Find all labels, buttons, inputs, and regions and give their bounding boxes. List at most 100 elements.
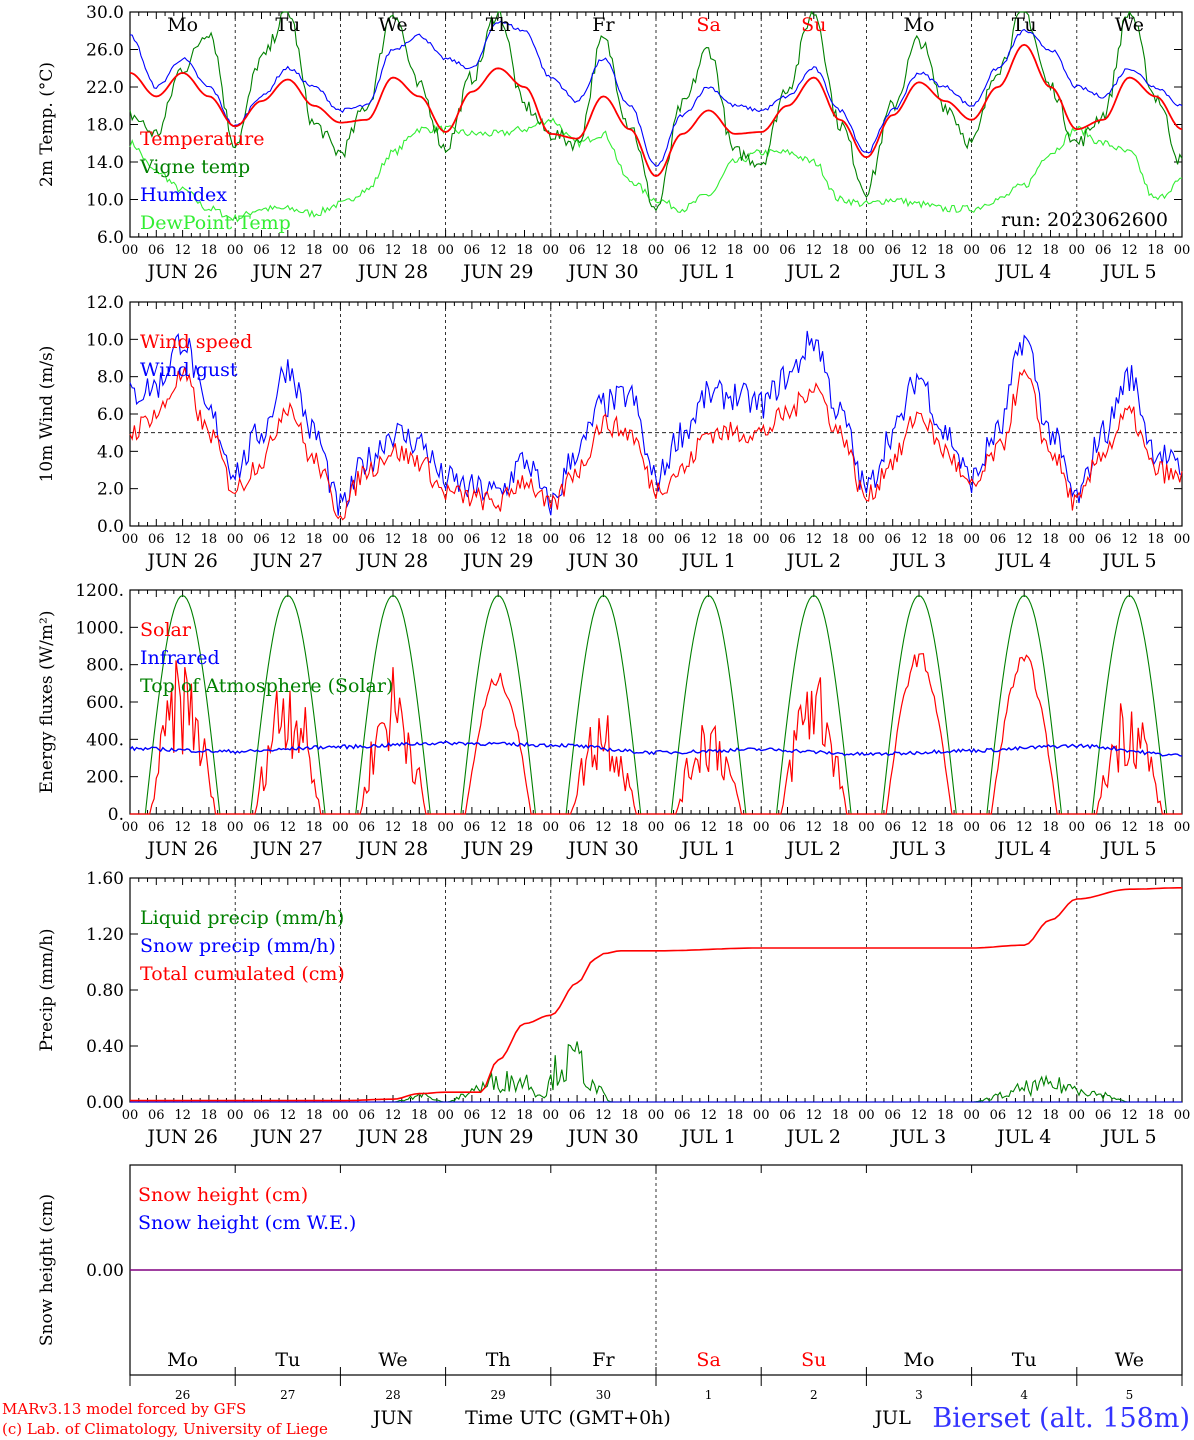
date-label: JUL 5 bbox=[1100, 261, 1156, 283]
x-tick-label: 06 bbox=[1095, 1108, 1112, 1123]
x-tick-label: 06 bbox=[990, 1108, 1007, 1123]
date-label: JUN 27 bbox=[251, 550, 323, 572]
x-tick-label: 06 bbox=[990, 532, 1007, 547]
y-tick-label: 6.0 bbox=[97, 228, 124, 248]
x-tick-label: 12 bbox=[385, 820, 402, 835]
legend-energy-2: Infrared bbox=[140, 647, 220, 669]
date-label: JUN 26 bbox=[145, 1126, 217, 1148]
date-label: JUL 4 bbox=[995, 838, 1051, 860]
date-label: JUN 27 bbox=[251, 1126, 323, 1148]
x-tick-label: 00 bbox=[1174, 820, 1191, 835]
x-tick-label: 00 bbox=[122, 532, 139, 547]
date-label: JUN 28 bbox=[356, 550, 428, 572]
x-tick-label: 18 bbox=[832, 820, 849, 835]
x-tick-label: 18 bbox=[201, 243, 218, 258]
x-tick-label: 18 bbox=[1042, 1108, 1059, 1123]
x-tick-label: 12 bbox=[700, 1108, 717, 1123]
x-tick-label: 06 bbox=[779, 1108, 796, 1123]
x-tick-label: 00 bbox=[963, 820, 980, 835]
weekday-label: Su bbox=[801, 14, 826, 36]
x-tick-label: 06 bbox=[148, 243, 165, 258]
date-label: JUN 30 bbox=[566, 1126, 638, 1148]
x-tick-label: 06 bbox=[464, 1108, 481, 1123]
x-tick-label: 18 bbox=[516, 1108, 533, 1123]
y-tick-label: 1.20 bbox=[86, 925, 124, 945]
y-axis-label: Snow height (cm) bbox=[37, 1194, 57, 1346]
x-tick-label: 00 bbox=[648, 243, 665, 258]
x-tick-label: 12 bbox=[490, 532, 507, 547]
legend-temp-3: Humidex bbox=[140, 184, 227, 206]
month-label: JUN bbox=[371, 1407, 413, 1429]
legend-snow-1: Snow height (cm) bbox=[138, 1184, 308, 1206]
x-tick-label: 18 bbox=[621, 243, 638, 258]
x-tick-label: 06 bbox=[253, 820, 270, 835]
date-label: JUL 1 bbox=[679, 838, 735, 860]
x-tick-label: 12 bbox=[174, 243, 191, 258]
weekday-label: Tu bbox=[275, 1349, 300, 1371]
x-tick-label: 12 bbox=[385, 1108, 402, 1123]
x-tick-label: 00 bbox=[753, 243, 770, 258]
legend-temp-2: Vigne temp bbox=[139, 156, 250, 178]
x-tick-label: 12 bbox=[280, 1108, 297, 1123]
y-tick-label: 1000. bbox=[75, 618, 124, 638]
panel-3-axes bbox=[129, 589, 1183, 815]
legend-wind-1: Wind speed bbox=[140, 331, 252, 353]
x-tick-label: 00 bbox=[648, 1108, 665, 1123]
series-total-cumulated bbox=[130, 887, 1182, 1102]
x-tick-label: 06 bbox=[464, 243, 481, 258]
date-label: JUL 3 bbox=[890, 261, 946, 283]
x-tick-label: 00 bbox=[227, 820, 244, 835]
legend-precip-3: Total cumulated (cm) bbox=[140, 963, 345, 985]
x-tick-label: 00 bbox=[858, 1108, 875, 1123]
y-tick-label: 10.0 bbox=[86, 330, 124, 350]
x-tick-label: 06 bbox=[884, 820, 901, 835]
x-tick-label: 06 bbox=[674, 532, 691, 547]
y-axis-label: 2m Temp. (°C) bbox=[37, 62, 57, 187]
x-tick-label: 06 bbox=[358, 532, 375, 547]
legend-precip-2: Snow precip (mm/h) bbox=[140, 935, 336, 957]
y-tick-label: 200. bbox=[86, 768, 124, 788]
x-tick-label: 00 bbox=[332, 243, 349, 258]
x-tick-label: 00 bbox=[543, 532, 560, 547]
weekday-label: We bbox=[378, 14, 407, 36]
x-tick-label: 18 bbox=[1147, 532, 1164, 547]
x-tick-label: 00 bbox=[963, 532, 980, 547]
x-tick-label: 00 bbox=[332, 820, 349, 835]
day-number: 3 bbox=[915, 1388, 923, 1402]
x-tick-label: 12 bbox=[911, 532, 928, 547]
x-tick-label: 12 bbox=[490, 1108, 507, 1123]
x-tick-label: 00 bbox=[648, 532, 665, 547]
x-tick-label: 12 bbox=[911, 243, 928, 258]
x-tick-label: 18 bbox=[306, 1108, 323, 1123]
legend-energy-3: Top of Atmosphere (Solar) bbox=[140, 675, 393, 697]
x-tick-label: 06 bbox=[779, 820, 796, 835]
x-tick-label: 18 bbox=[621, 532, 638, 547]
x-tick-label: 12 bbox=[911, 1108, 928, 1123]
x-tick-label: 06 bbox=[148, 532, 165, 547]
x-tick-label: 12 bbox=[806, 532, 823, 547]
legend-precip-1: Liquid precip (mm/h) bbox=[140, 907, 344, 929]
x-tick-label: 00 bbox=[437, 532, 454, 547]
x-tick-label: 06 bbox=[569, 532, 586, 547]
x-tick-label: 00 bbox=[1069, 1108, 1086, 1123]
x-tick-label: 12 bbox=[806, 1108, 823, 1123]
run-label: run: 2023062600 bbox=[1001, 209, 1168, 231]
x-tick-label: 18 bbox=[1042, 820, 1059, 835]
x-tick-label: 18 bbox=[411, 820, 428, 835]
y-tick-label: 0.00 bbox=[86, 1093, 124, 1113]
x-tick-label: 12 bbox=[595, 820, 612, 835]
series-temperature bbox=[129, 43, 1183, 178]
date-label: JUL 2 bbox=[785, 1126, 841, 1148]
day-number: 28 bbox=[385, 1388, 400, 1402]
x-tick-label: 06 bbox=[569, 1108, 586, 1123]
y-tick-label: 400. bbox=[86, 730, 124, 750]
x-tick-label: 00 bbox=[753, 1108, 770, 1123]
x-tick-label: 06 bbox=[1095, 243, 1112, 258]
x-tick-label: 06 bbox=[358, 820, 375, 835]
x-tick-label: 12 bbox=[174, 1108, 191, 1123]
legend-energy-1: Solar bbox=[140, 619, 192, 641]
weekday-label: Su bbox=[801, 1349, 826, 1371]
x-tick-label: 00 bbox=[122, 820, 139, 835]
x-tick-label: 18 bbox=[306, 243, 323, 258]
date-label: JUN 29 bbox=[461, 550, 533, 572]
